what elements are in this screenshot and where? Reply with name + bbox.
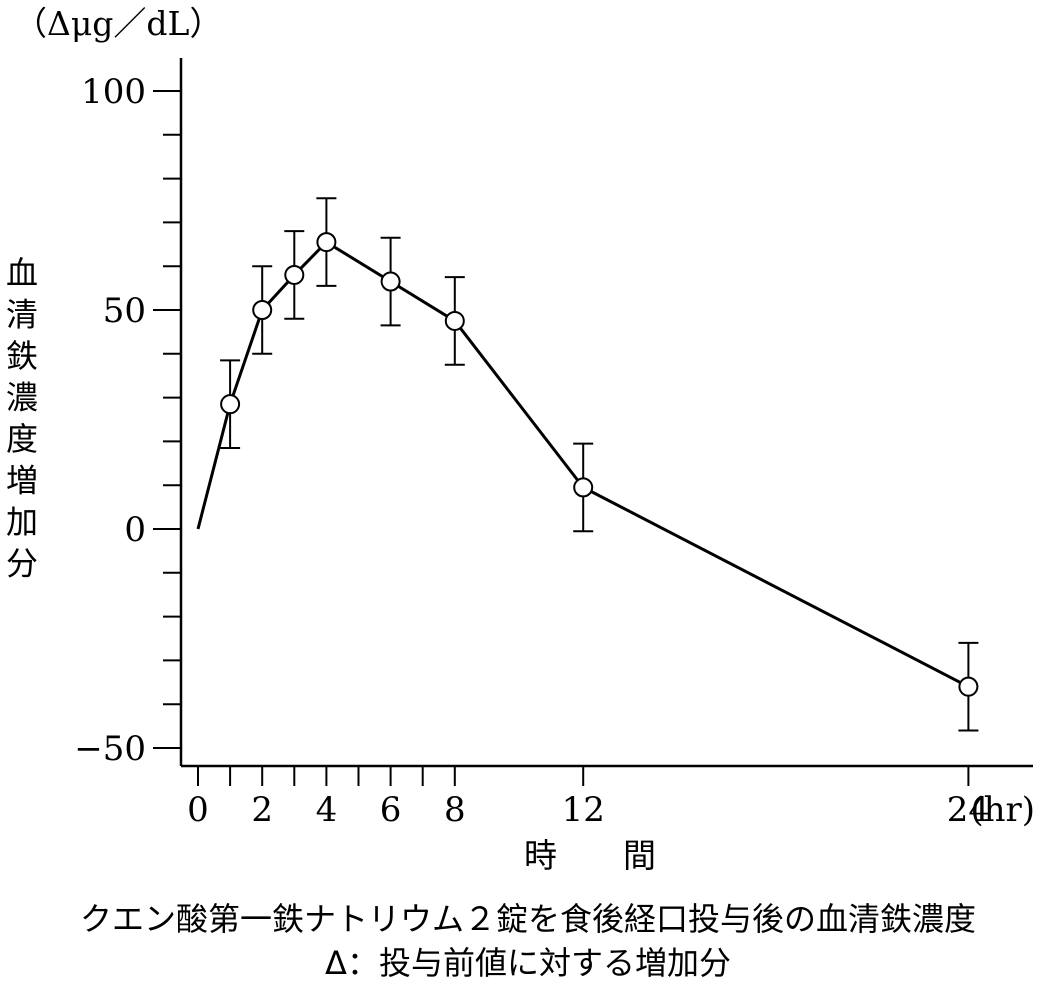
caption-line-2: Δ：投与前値に対する増加分 [325, 944, 731, 982]
data-point [220, 394, 241, 415]
y-tick-label: −50 [74, 729, 146, 769]
x-axis-title: 時 間 [524, 836, 656, 875]
y-axis-title-char: 加 [6, 503, 38, 541]
x-axis-ticks: 0 2 4 6 8 12 24 [187, 766, 990, 830]
y-axis-title-char: 清 [6, 296, 38, 334]
x-tick-label: 6 [380, 790, 402, 830]
x-tick-label: 0 [187, 790, 209, 830]
y-axis-title-char: 鉄 [6, 337, 38, 375]
x-tick-label: 8 [444, 790, 466, 830]
data-point [252, 300, 273, 320]
axes [179, 58, 1033, 768]
caption-line-1: クエン酸第一鉄ナトリウム２錠を食後経口投与後の血清鉄濃度 [80, 900, 976, 938]
y-axis-title-char: 度 [6, 420, 38, 458]
y-axis-title-char: 増 [6, 462, 38, 500]
data-point [316, 232, 337, 253]
y-tick-label: 50 [103, 291, 146, 331]
x-tick-label: 24 [947, 790, 990, 830]
x-tick-label: 4 [316, 790, 338, 830]
data-point [573, 477, 594, 498]
x-tick-label: 12 [562, 790, 605, 830]
data-point [444, 310, 465, 331]
data-point [380, 271, 401, 292]
y-axis-title-char: 濃 [6, 379, 38, 417]
x-tick-label: 2 [251, 790, 273, 830]
data-point [958, 676, 979, 697]
y-axis-title-char: 血 [6, 254, 38, 292]
y-axis-ticks: 100 50 0 −50 [74, 72, 181, 769]
data-point [284, 264, 305, 285]
series-layer [196, 197, 979, 732]
y-tick-label: 0 [124, 510, 146, 550]
y-unit-label: （Δμg／dL） [14, 4, 222, 43]
y-axis-title-char: 分 [6, 545, 38, 583]
x-axis-unit: (hr) [970, 790, 1035, 830]
y-tick-label: 100 [81, 72, 146, 112]
